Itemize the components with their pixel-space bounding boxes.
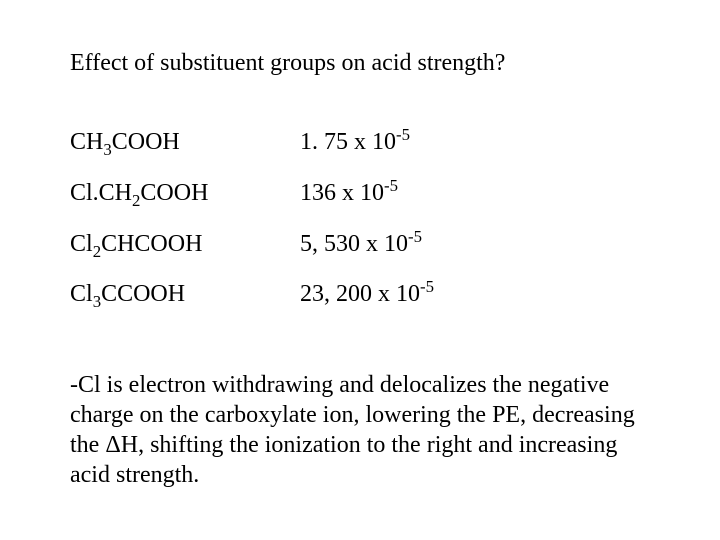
formula-cell: CH3COOH — [70, 117, 300, 168]
formula-cell: Cl2CHCOOH — [70, 219, 300, 270]
value-cell: 1. 75 x 10-5 — [300, 117, 520, 168]
acid-table: CH3COOH 1. 75 x 10-5 Cl.CH2COOH 136 x 10… — [70, 117, 520, 320]
formula-cell: Cl3CCOOH — [70, 269, 300, 320]
slide-title: Effect of substituent groups on acid str… — [70, 50, 650, 77]
table-row: CH3COOH 1. 75 x 10-5 — [70, 117, 520, 168]
value-cell: 136 x 10-5 — [300, 168, 520, 219]
explanation-text: -Cl is electron withdrawing and delocali… — [70, 370, 650, 490]
value-cell: 23, 200 x 10-5 — [300, 269, 520, 320]
table-row: Cl3CCOOH 23, 200 x 10-5 — [70, 269, 520, 320]
table-row: Cl2CHCOOH 5, 530 x 10-5 — [70, 219, 520, 270]
value-cell: 5, 530 x 10-5 — [300, 219, 520, 270]
slide: Effect of substituent groups on acid str… — [0, 0, 720, 530]
table-row: Cl.CH2COOH 136 x 10-5 — [70, 168, 520, 219]
formula-cell: Cl.CH2COOH — [70, 168, 300, 219]
